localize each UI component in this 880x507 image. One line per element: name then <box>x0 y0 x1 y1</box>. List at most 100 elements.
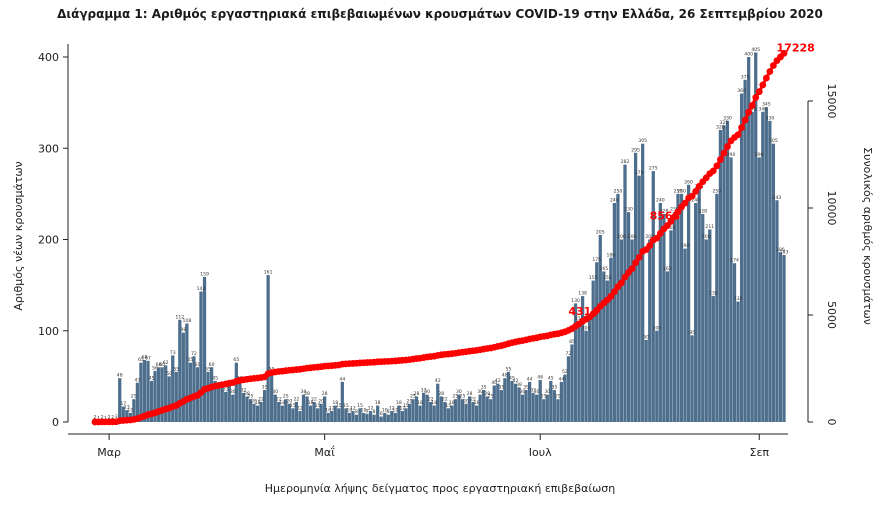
bar-label: 30 <box>477 389 483 395</box>
bar-label: 228 <box>659 208 668 214</box>
cumulative-point <box>738 124 745 131</box>
cumulative-point <box>611 288 618 296</box>
bar <box>725 120 730 422</box>
bar <box>280 405 284 422</box>
bar <box>584 330 588 422</box>
bar-label: 85 <box>569 339 575 345</box>
bar <box>651 171 655 422</box>
bar <box>598 234 602 422</box>
bar <box>273 394 277 422</box>
bar <box>499 390 503 422</box>
bar-label: 67 <box>145 355 151 361</box>
bar <box>315 408 320 422</box>
bar <box>566 356 571 422</box>
bar <box>694 203 698 422</box>
bar-label: 10 <box>325 407 331 413</box>
bar <box>609 257 613 422</box>
bar <box>135 382 140 422</box>
bar <box>683 248 687 422</box>
bar-label: 205 <box>596 229 605 235</box>
bar-label: 15 <box>336 403 342 409</box>
bar-label: 44 <box>558 376 564 382</box>
bar-label: 2 <box>101 415 104 421</box>
bar-label: 250 <box>614 188 623 194</box>
bar <box>393 412 397 422</box>
bar-label: 340 <box>758 106 767 112</box>
bar <box>351 411 355 422</box>
bar <box>782 255 786 422</box>
bar <box>414 396 419 422</box>
x-tick-label: Ιουλ <box>529 446 552 459</box>
left-tick-label: 0 <box>52 416 59 429</box>
bar-label: 28 <box>322 391 328 397</box>
bar <box>771 143 776 422</box>
bar <box>365 413 369 422</box>
bar <box>764 107 768 422</box>
bar <box>524 390 528 422</box>
bar <box>506 371 511 422</box>
bar-label: 60 <box>195 362 201 368</box>
cumulative-point <box>618 279 625 287</box>
cumulative-point <box>646 242 654 249</box>
bar <box>446 408 450 422</box>
bar-label: 25 <box>460 394 466 400</box>
bar-label: 165 <box>663 266 672 272</box>
bar <box>630 239 634 422</box>
bar-label: 305 <box>769 138 778 144</box>
bar-label: 20 <box>318 398 324 404</box>
cumulative-point <box>688 192 696 200</box>
bar-label: 20 <box>463 398 469 404</box>
bar <box>390 411 394 422</box>
bar <box>421 392 426 422</box>
bar <box>775 200 779 422</box>
bar-label: 12 <box>350 406 356 412</box>
bar <box>224 391 228 422</box>
cumulative-point <box>671 213 678 221</box>
bar <box>125 410 129 422</box>
bar-label: 110 <box>575 316 584 322</box>
bar <box>623 164 627 423</box>
bar <box>188 362 193 422</box>
bar <box>156 367 161 422</box>
bar-label: 100 <box>652 325 661 331</box>
cumulative-point <box>759 81 767 89</box>
bar-label: 18 <box>449 400 455 406</box>
cumulative-point <box>607 293 615 300</box>
bar <box>672 212 677 422</box>
bar <box>467 396 472 422</box>
bar <box>563 374 567 422</box>
bar <box>436 383 440 422</box>
bar <box>453 399 458 422</box>
bar <box>729 157 733 422</box>
bar-label: 200 <box>617 234 626 240</box>
bar-label: 10 <box>392 407 398 413</box>
cumulative-point <box>741 116 749 124</box>
bar-label: 65 <box>233 357 239 363</box>
bar <box>368 411 373 422</box>
bar <box>450 405 454 422</box>
bar-label: 44 <box>527 376 533 382</box>
bar-label: 250 <box>677 188 686 194</box>
bar <box>192 356 196 422</box>
bar <box>701 213 705 422</box>
bar <box>344 408 348 422</box>
bar <box>259 401 263 422</box>
bar <box>347 412 352 422</box>
bar-label: 175 <box>592 257 601 263</box>
bar <box>658 203 662 422</box>
left-tick-label: 300 <box>38 142 59 155</box>
bar-label: 62 <box>163 360 169 366</box>
bar <box>284 399 288 422</box>
bar-label: 30 <box>544 389 550 395</box>
bar <box>308 405 313 422</box>
cumulative-point <box>709 167 717 175</box>
bar <box>697 189 701 422</box>
bar <box>538 380 542 422</box>
bar <box>715 193 719 422</box>
bar-label: 17 <box>120 401 126 407</box>
bar-label: 28 <box>484 391 490 397</box>
bar <box>323 396 327 422</box>
bar-label: 45 <box>149 375 155 381</box>
bar-label: 8 <box>355 409 358 415</box>
bar-label: 46 <box>537 375 543 381</box>
